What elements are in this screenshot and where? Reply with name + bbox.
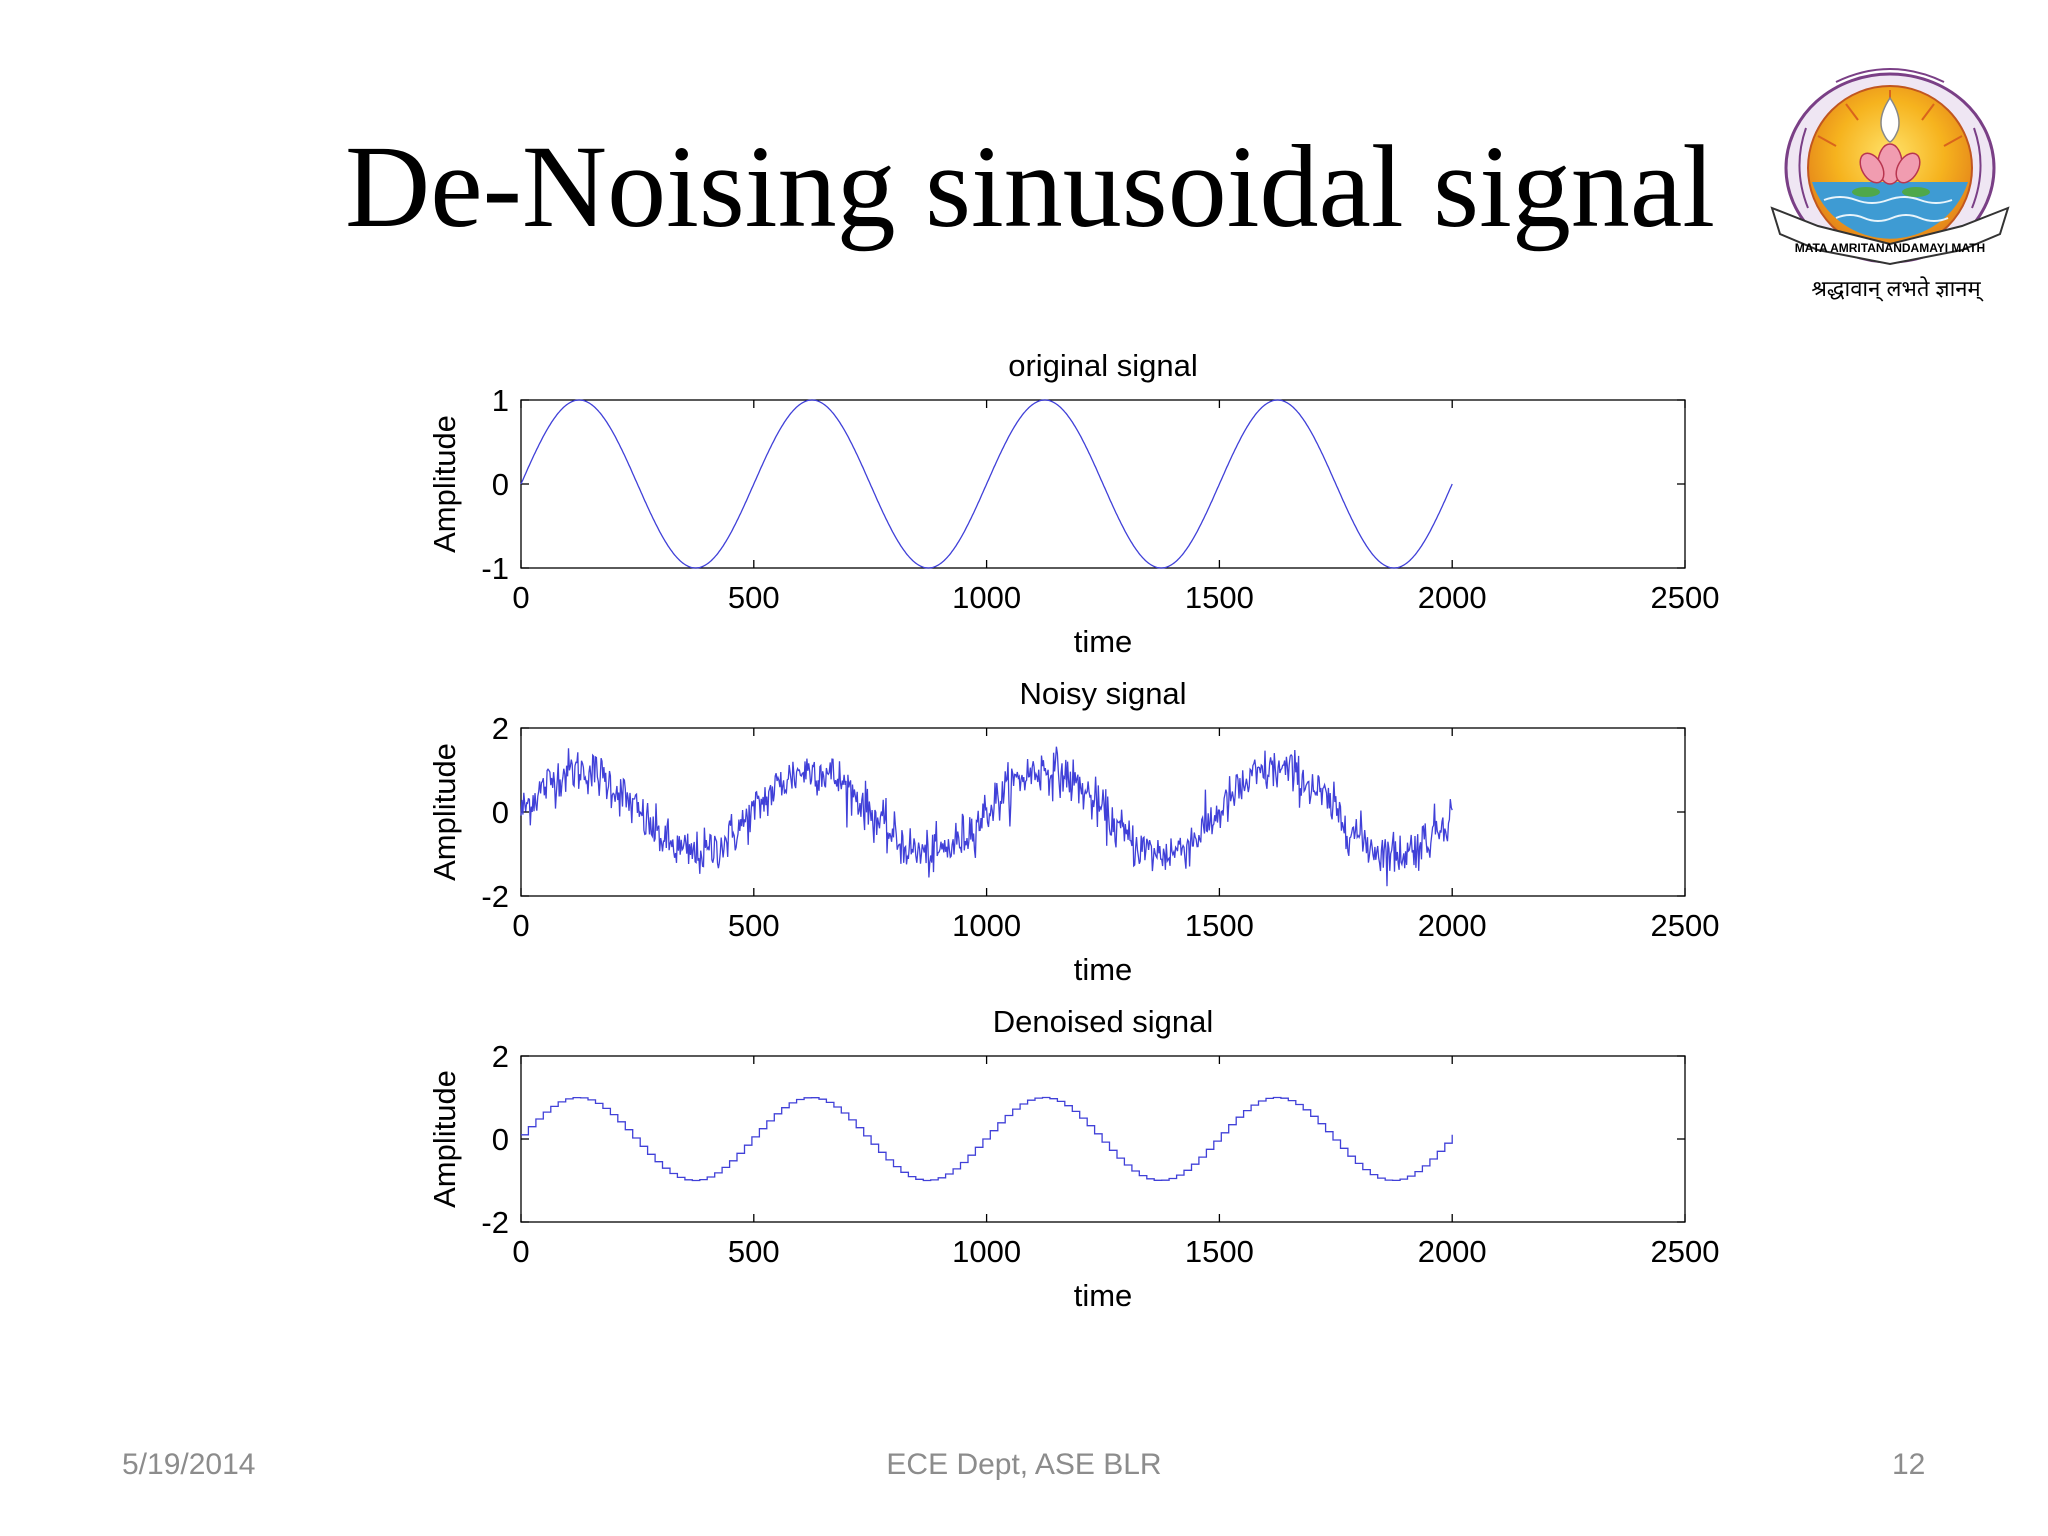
x-axis-label: time [1074,624,1133,659]
x-tick-label: 2500 [1651,580,1720,615]
chart-title: Noisy signal [1019,676,1186,711]
chart-title: original signal [1008,348,1198,383]
footer-page-number: 12 [1892,1448,1926,1481]
footer-date: 5/19/2014 [122,1448,256,1481]
y-tick-label: -2 [481,879,509,914]
y-axis-label: Amplitude [427,415,462,553]
logo-motto: श्रद्धावान् लभते ज्ञानम् [1811,276,1983,302]
signal-line [521,1096,1453,1182]
x-tick-label: 1000 [952,908,1021,943]
x-tick-label: 500 [728,1234,780,1269]
x-tick-label: 1000 [952,1234,1021,1269]
x-tick-label: 2000 [1418,580,1487,615]
signal-line [520,399,1453,569]
y-tick-label: 0 [492,467,509,502]
plot-area [520,1055,1686,1223]
y-tick-label: 2 [492,711,509,746]
x-tick-label: 1500 [1185,1234,1254,1269]
x-tick-label: 1000 [952,580,1021,615]
logo-ribbon-text: MATA AMRITANANDAMAYI MATH [1795,241,1985,255]
amrita-emblem-logo: MATA AMRITANANDAMAYI MATH श्रद्धावान् लभ… [1766,58,2026,308]
x-tick-label: 2000 [1418,908,1487,943]
y-tick-label: 2 [492,1039,509,1074]
x-tick-label: 0 [512,580,529,615]
y-axis-label: Amplitude [427,743,462,881]
x-tick-label: 2000 [1418,1234,1487,1269]
x-tick-label: 500 [728,908,780,943]
footer-center-text: ECE Dept, ASE BLR [886,1448,1162,1481]
x-tick-label: 0 [512,908,529,943]
x-tick-label: 500 [728,580,780,615]
slide-title: De-Noising sinusoidal signal [344,121,1716,252]
y-tick-label: -1 [481,551,509,586]
signal-line [520,746,1453,887]
plot-area [520,727,1686,897]
x-tick-label: 1500 [1185,580,1254,615]
x-axis-label: time [1074,952,1133,987]
chart-title: Denoised signal [993,1004,1214,1039]
x-tick-label: 2500 [1651,1234,1720,1269]
x-tick-label: 0 [512,1234,529,1269]
y-axis-label: Amplitude [427,1070,462,1208]
y-tick-label: 0 [492,1122,509,1157]
x-tick-label: 2500 [1651,908,1720,943]
x-tick-label: 1500 [1185,908,1254,943]
y-tick-label: -2 [481,1205,509,1240]
y-tick-label: 0 [492,795,509,830]
x-axis-label: time [1074,1278,1133,1313]
y-tick-label: 1 [492,383,509,418]
